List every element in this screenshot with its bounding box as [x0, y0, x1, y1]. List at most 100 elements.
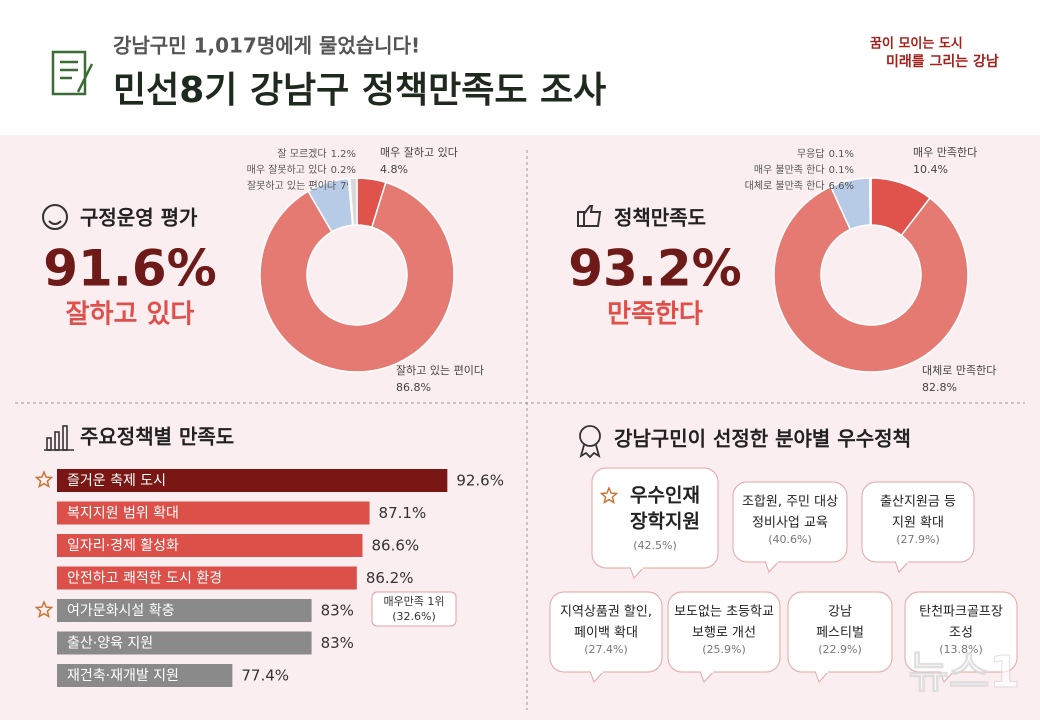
- logo-bottom: 미래를 그리는 강남: [886, 53, 999, 70]
- policy-name: 보행로 개선: [692, 625, 756, 641]
- bar-value: 86.2%: [366, 569, 414, 587]
- slice-label: 잘못하고 있는 편이다 7%: [247, 179, 356, 192]
- slice-label: 무응답 0.1%: [797, 148, 854, 160]
- slice-name: 매우 잘하고 있다: [380, 145, 458, 159]
- donut-slice: [773, 185, 969, 373]
- bubble-box: [732, 481, 848, 563]
- bubble-box: [591, 467, 719, 569]
- bubble-box: [861, 481, 975, 563]
- slice-label: 매우 불만족 한다 0.1%: [754, 164, 854, 176]
- policy-name: 지원 확대: [892, 516, 944, 531]
- bubble-tail: [939, 670, 955, 683]
- bar: [57, 501, 370, 525]
- policy-name: 지역상품권 할인,: [560, 605, 652, 620]
- donut-slice: [869, 177, 872, 226]
- slice-name: 매우 만족한다: [913, 146, 977, 159]
- bar-value: 83%: [321, 634, 354, 652]
- bar: [57, 664, 233, 687]
- slice-value: 82.8%: [922, 381, 957, 394]
- slice-label: 잘 모르겠다 1.2%: [277, 148, 356, 160]
- bubble-tail-cover: [816, 670, 828, 673]
- star-icon: [34, 600, 54, 618]
- bar-value: 86.6%: [371, 537, 419, 555]
- callout-text: 매우만족 1위: [383, 595, 444, 608]
- slice-value: 0.2%: [331, 165, 356, 176]
- bar-value: 77.4%: [241, 667, 289, 685]
- bar: [57, 631, 312, 655]
- callout-box: [371, 591, 457, 627]
- headline-sub: 잘하고 있다: [66, 300, 195, 330]
- bar: [57, 599, 312, 622]
- bar-value: 92.6%: [456, 472, 504, 490]
- donut-slice: [259, 181, 455, 373]
- bar: [57, 566, 357, 590]
- bar-category: 일자리·경제 활성화: [67, 538, 179, 554]
- policy-name: 출산지원금 등: [880, 495, 956, 510]
- slice-name: 매우 잘못하고 있다: [247, 163, 327, 176]
- slice-name: 무응답: [797, 148, 825, 160]
- policy-name: 강남: [828, 605, 852, 620]
- policy-bubble: 지역상품권 할인, 페이백 확대 (27.4%): [549, 591, 663, 683]
- bar-value: 83%: [321, 602, 354, 620]
- star-icon: [34, 470, 54, 488]
- bar-category: 즐거운 축제 도시: [67, 473, 166, 489]
- bubble-tail-cover: [766, 560, 778, 563]
- policy-name: 탄천파크골프장: [919, 605, 1003, 620]
- header-subtitle: 강남구민 1,017명에게 물었습니다!: [113, 34, 420, 58]
- watermark: 뉴스1: [908, 647, 1020, 698]
- panel-title: 정책만족도: [614, 206, 706, 230]
- policy-name: 조성: [949, 626, 973, 641]
- panel-title: 강남구민이 선정한 분야별 우수정책: [614, 427, 911, 451]
- policy-name: 페이백 확대: [574, 626, 638, 641]
- slice-value: 0.1%: [829, 149, 854, 160]
- bar-category: 복지지원 범위 확대: [67, 506, 179, 522]
- policy-name: 장학지원: [630, 511, 700, 533]
- bubble-box: [549, 591, 663, 673]
- bubble-tail-cover: [701, 670, 713, 673]
- bar-category: 출산·양육 지원: [67, 636, 153, 652]
- thumbs-icon: [577, 205, 602, 227]
- bubble-box: [904, 591, 1018, 673]
- bubble-box: [787, 591, 893, 673]
- bubble-tail-cover: [591, 670, 603, 673]
- bubble-box: [667, 591, 781, 673]
- bubble-tail: [764, 560, 780, 573]
- slice-value: 6.6%: [829, 181, 854, 192]
- slice-name: 잘못하고 있는 편이다: [247, 179, 336, 192]
- callout-text: (32.6%): [392, 610, 436, 623]
- medal-icon: [579, 425, 601, 459]
- panel-title: 주요정책별 만족도: [80, 425, 234, 449]
- bubble-tail: [814, 670, 830, 683]
- slice-name: 매우 불만족 한다: [754, 164, 825, 176]
- header-title: 민선8기 강남구 정책만족도 조사: [113, 70, 606, 111]
- policy-share: (25.9%): [702, 643, 746, 656]
- policy-name: 페스티벌: [816, 626, 864, 641]
- bubble-tail-cover: [941, 670, 953, 673]
- bar-category: 여가문화시설 확충: [67, 603, 175, 619]
- bar: [57, 469, 448, 492]
- bubble-tail-cover: [631, 566, 643, 569]
- bubble-tail: [629, 566, 645, 579]
- slice-value: 10.4%: [913, 163, 948, 176]
- header-icon: [51, 50, 94, 96]
- slice-name: 대체로 불만족 한다: [745, 180, 825, 192]
- bar-category: 재건축·재개발 지원: [67, 668, 179, 684]
- slice-value: 86.8%: [396, 381, 431, 394]
- slice-value: 1.2%: [331, 149, 356, 160]
- slice-value: 4.8%: [380, 163, 408, 176]
- bubble-tail: [589, 670, 605, 683]
- policy-share: (27.4%): [584, 643, 628, 656]
- bubble-tail-cover: [896, 560, 908, 563]
- slice-value: 0.1%: [829, 165, 854, 176]
- donut-slice: [348, 177, 358, 226]
- panel-title: 구정운영 평가: [80, 206, 198, 230]
- bars-icon: [44, 425, 74, 451]
- logo-top: 꿈이 모이는 도시: [870, 36, 963, 52]
- policy-share: (40.6%): [768, 533, 812, 546]
- slice-value: 7%: [340, 181, 356, 192]
- headline: 91.6%: [43, 240, 216, 298]
